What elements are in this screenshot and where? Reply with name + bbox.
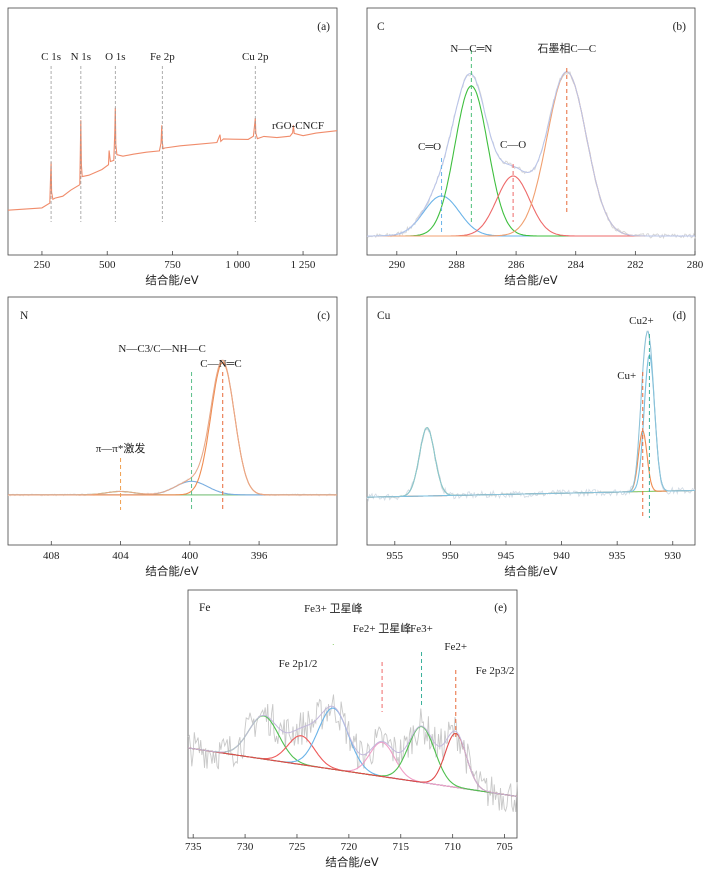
element-label-3: Fe 2p: [150, 51, 175, 63]
xtick-label-1-1: 288: [448, 259, 465, 271]
panel-e-xlabel: 结合能/eV: [325, 855, 378, 869]
xtick-label-4-1: 730: [237, 841, 254, 853]
panel-e-element: Fe: [199, 602, 211, 614]
panel-c-element: N: [20, 310, 29, 322]
xtick-label-3-1: 950: [442, 550, 459, 562]
xtick-label-3-3: 940: [553, 550, 570, 562]
xtick-label-0-3: 1 000: [225, 259, 250, 271]
panel-b-element: C: [377, 21, 385, 33]
xtick-label-0-1: 500: [99, 259, 116, 271]
peak-label-1-3: 石墨相C—C: [537, 42, 596, 55]
fit-envelope-3: [367, 331, 695, 498]
xtick-label-0-2: 750: [164, 259, 181, 271]
xtick-label-2-0: 408: [43, 550, 60, 562]
fit-peak-3-1: [367, 430, 695, 498]
xtick-label-4-3: 720: [341, 841, 358, 853]
panel-b-c1s: C (b) 290 288 286 284 282 280 C═O N—C═N C—O 石墨相C—…: [366, 7, 704, 287]
element-label-2: O 1s: [105, 51, 125, 63]
raw-spectrum-2: [7, 359, 338, 497]
xtick-label-2-3: 396: [251, 550, 268, 562]
xtick-label-1-3: 284: [567, 259, 584, 271]
panel-e-fe2p: Fe (e) 735 730 725 720 715 710 705 Fe3+ 卫星峰 Fe2+…: [185, 589, 518, 869]
panel-a-survey: (a) 250 500 750 1 000 1 250 rGO-CNCF C 1s N 1s O…: [7, 7, 338, 287]
peak-label-4-5: Fe2+: [444, 641, 467, 653]
fit-envelope-1: [367, 71, 695, 237]
panel-d-cu2p: Cu (d) 955 950 945 940 935 930 Cu+ Cu2+ 结合能/eV: [366, 296, 696, 578]
xtick-label-3-2: 945: [498, 550, 515, 562]
xtick-label-0-4: 1 250: [291, 259, 316, 271]
peak-label-2-2: C—N═C: [200, 358, 241, 370]
xtick-label-4-6: 705: [496, 841, 513, 853]
xtick-label-4-2: 725: [289, 841, 306, 853]
xtick-label-2-2: 400: [182, 550, 199, 562]
xtick-label-4-5: 710: [444, 841, 461, 853]
raw-spectrum-1: [366, 70, 696, 240]
raw-spectrum-3: [366, 330, 696, 502]
fit-peak-1-1: [367, 85, 695, 237]
peak-label-3-1: Cu+: [617, 370, 636, 382]
panel-d-element: Cu: [377, 310, 391, 322]
panel-b-label: (b): [673, 21, 687, 33]
element-label-1: N 1s: [71, 51, 91, 63]
peak-label-2-1: N—C3/C—NH—C: [118, 343, 205, 355]
panel-c-label: (c): [317, 310, 330, 322]
fit-envelope-2: [8, 359, 337, 496]
panel-d-xlabel: 结合能/eV: [504, 564, 557, 578]
panel-e-label: (e): [494, 602, 507, 614]
xtick-label-3-4: 935: [609, 550, 626, 562]
peak-label-4-2: Fe3+ 卫星峰: [304, 602, 362, 615]
xtick-label-0-0: 250: [34, 259, 51, 271]
peak-label-1-0: C═O: [418, 141, 441, 153]
fit-peak-1-3: [367, 71, 695, 237]
xtick-label-4-4: 715: [393, 841, 410, 853]
xtick-label-1-0: 290: [389, 259, 406, 271]
xtick-label-1-2: 286: [508, 259, 525, 271]
panel-a-xlabel: 结合能/eV: [145, 273, 198, 287]
peak-label-1-2: C—O: [500, 139, 526, 151]
element-label-0: C 1s: [41, 51, 61, 63]
xtick-label-3-5: 930: [665, 550, 682, 562]
annotation-fe-2p12: Fe 2p1/2: [279, 658, 318, 670]
peak-label-1-1: N—C═N: [450, 43, 492, 55]
survey-spectrum: [7, 107, 338, 211]
fit-envelope-4: [187, 705, 518, 797]
panel-d-label: (d): [673, 310, 687, 322]
fit-peak-3-0: [367, 427, 695, 498]
peak-label-4-3: Fe2+ 卫星峰: [353, 622, 411, 635]
peak-label-4-4: Fe3+: [410, 623, 433, 635]
panel-b-xlabel: 结合能/eV: [504, 273, 557, 287]
fit-peak-2-2: [8, 361, 337, 496]
series-label-rgo-cncf: rGO-CNCF: [272, 120, 324, 132]
fit-peak-3-2: [367, 353, 695, 498]
panel-c-n1s: N (c) 408 404 400 396 π—π*激发 N—C3/C—NH—C C—N═C…: [7, 296, 338, 578]
panel-c-xlabel: 结合能/eV: [145, 564, 198, 578]
xtick-label-1-5: 280: [687, 259, 704, 271]
xtick-label-4-0: 735: [185, 841, 202, 853]
peak-label-3-2: Cu2+: [629, 315, 654, 327]
element-label-4: Cu 2p: [242, 51, 269, 63]
panel-a-label: (a): [317, 21, 330, 33]
peak-label-2-0: π—π*激发: [96, 441, 146, 455]
raw-spectrum-4: [187, 694, 518, 813]
xtick-label-1-4: 282: [627, 259, 644, 271]
xtick-label-3-0: 955: [387, 550, 404, 562]
annotation-fe-2p32: Fe 2p3/2: [476, 665, 515, 677]
xtick-label-2-1: 404: [112, 550, 129, 562]
